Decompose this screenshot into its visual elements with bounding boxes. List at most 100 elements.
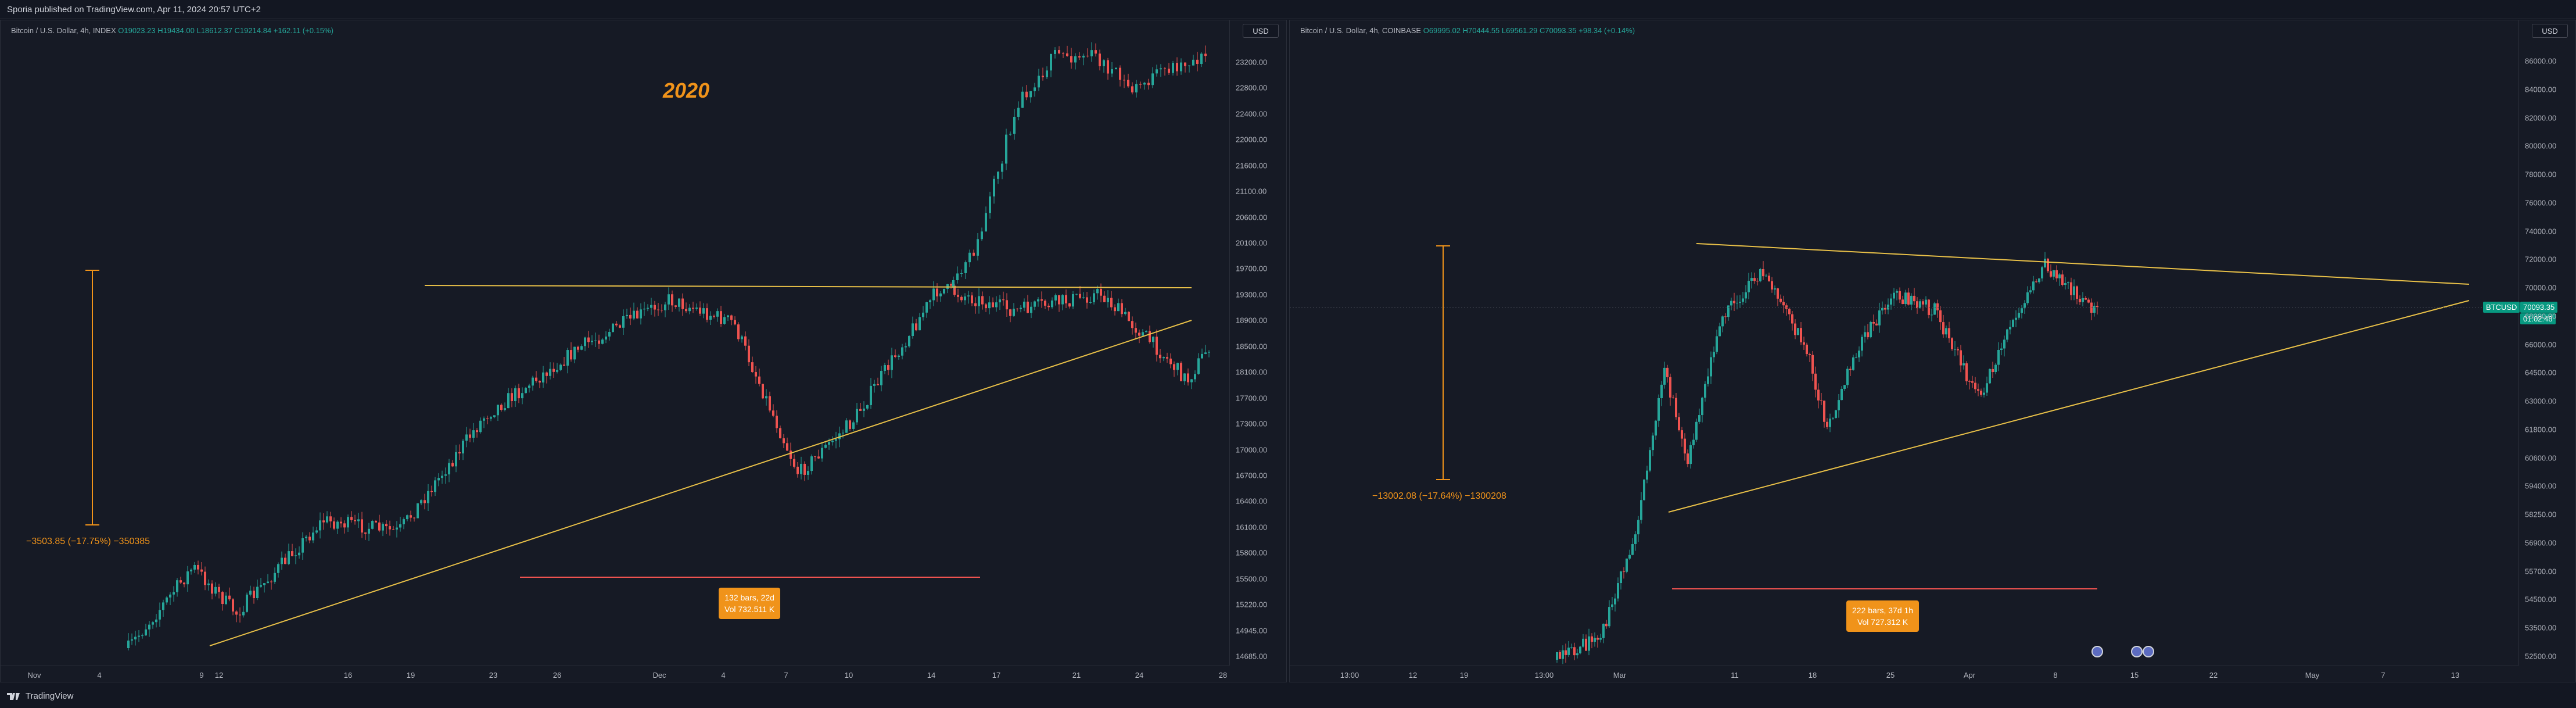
candle (1086, 48, 1089, 58)
candle (1922, 299, 1924, 312)
candle (573, 346, 576, 363)
resistance-trendline[interactable] (1696, 243, 2470, 285)
candle (1065, 289, 1067, 308)
price-measure-label[interactable]: −13002.08 (−17.64%) −1300208 (1372, 491, 1506, 501)
candle (308, 532, 311, 543)
candle (1072, 291, 1074, 309)
candle (1782, 295, 1785, 313)
candle (1188, 65, 1190, 73)
candle (225, 592, 227, 606)
candle (1753, 273, 1756, 284)
candle (1716, 330, 1718, 355)
candle (1172, 60, 1174, 76)
candle (1957, 346, 1959, 356)
time-tick-label: May (2305, 671, 2320, 680)
candle (626, 309, 628, 319)
ohlc-high: H70444.55 (1462, 26, 1500, 35)
time-tick-label: Dec (652, 671, 666, 680)
candle (612, 323, 614, 333)
time-tick-label: Mar (1613, 671, 1627, 680)
candle (800, 456, 802, 480)
candle (803, 461, 806, 481)
candle (1156, 65, 1158, 77)
candle (856, 402, 858, 425)
price-axis-right[interactable]: USD BTCUSD 70093.35 01:02:48 86000.00 840… (2483, 20, 2575, 666)
time-axis-right[interactable]: 13:00 12 19 13:00 Mar 11 18 25 Apr 8 15 22 May 7 13 (1290, 666, 2518, 682)
currency-button[interactable]: USD (2532, 24, 2568, 38)
candle (1637, 516, 1639, 542)
resistance-trendline[interactable] (424, 285, 1192, 288)
candle (385, 520, 388, 535)
candle (162, 599, 164, 617)
price-tick-label: 14945.00 (1236, 626, 1268, 635)
candle (413, 517, 415, 522)
ohlc-close: C19214.84 (234, 26, 272, 35)
candle (1980, 388, 1982, 397)
last-price-label: 70093.35 (2520, 302, 2558, 313)
candle (2076, 285, 2078, 305)
candle (166, 596, 168, 605)
candle (598, 334, 600, 349)
support-trendline[interactable] (209, 320, 1192, 646)
candle (1777, 287, 1779, 306)
candle (476, 428, 478, 438)
candle (403, 517, 405, 530)
price-axis-left[interactable]: USD 23200.00 22800.00 22400.00 22000.00 2160… (1229, 20, 1286, 666)
candle-plot-left[interactable] (1, 20, 1229, 666)
candle (1765, 273, 1767, 277)
candle (842, 429, 844, 439)
candle (521, 387, 523, 405)
candle (633, 302, 635, 320)
chart-panel-left[interactable]: Bitcoin / U.S. Dollar, 4h, INDEX O19023.… (0, 20, 1287, 682)
currency-button[interactable]: USD (1243, 24, 1279, 38)
range-measure-box[interactable]: 222 bars, 37d 1h Vol 727.312 K (1846, 600, 1920, 632)
symbol-price-label: BTCUSD (2483, 302, 2520, 313)
candle (967, 291, 970, 304)
support-trendline[interactable] (1668, 300, 2470, 513)
candle (1620, 570, 1622, 590)
candle (1192, 55, 1194, 66)
candle (1111, 62, 1113, 77)
candle (1623, 567, 1625, 579)
time-tick-label: 18 (1808, 671, 1817, 680)
chart-panel-right[interactable]: Bitcoin / U.S. Dollar, 4h, COINBASE O699… (1289, 20, 2576, 682)
price-tick-label: 78000.00 (2525, 170, 2557, 179)
candle (894, 349, 896, 359)
candle (1013, 303, 1015, 317)
candle (2050, 264, 2052, 278)
price-measure-label[interactable]: −3503.85 (−17.75%) −350385 (26, 537, 150, 546)
event-flag-icon[interactable] (2131, 646, 2143, 657)
candle (580, 344, 583, 351)
candle (214, 582, 217, 597)
candle (1090, 42, 1093, 62)
candle (1916, 297, 1918, 314)
candle (1127, 73, 1129, 88)
year-annotation[interactable]: 2020 (663, 78, 710, 102)
candle (1588, 628, 1590, 656)
range-measure-box[interactable]: 132 bars, 22d Vol 732.511 K (719, 588, 781, 619)
time-tick-label: Apr (1963, 671, 1976, 680)
symbol-legend: Bitcoin / U.S. Dollar, 4h, INDEX O19023.… (11, 26, 333, 35)
candle (668, 287, 670, 310)
price-tick-label: 15500.00 (1236, 574, 1268, 584)
candle (1054, 47, 1056, 59)
candle (1846, 366, 1849, 388)
candle (1811, 351, 1814, 381)
candle (2018, 307, 2020, 320)
candle (455, 445, 457, 473)
price-tick-label: 58250.00 (2525, 510, 2557, 519)
event-flag-icon[interactable] (2091, 646, 2103, 657)
candle-plot-right[interactable] (1290, 20, 2518, 666)
candle (1829, 413, 1831, 432)
candle (410, 510, 412, 522)
candle (981, 291, 984, 310)
candle (1672, 395, 1674, 399)
candle (1925, 296, 1927, 307)
time-axis-left[interactable]: Nov 4 9 12 16 19 23 26 Dec 4 7 10 14 17 21 24 28 (1, 666, 1229, 682)
candle (779, 425, 781, 439)
candle (786, 437, 788, 451)
candle (232, 598, 234, 616)
symbol-title: Bitcoin / U.S. Dollar, 4h, COINBASE (1300, 26, 1422, 35)
price-tick-label: 18500.00 (1236, 342, 1268, 351)
event-flag-icon[interactable] (2143, 646, 2154, 657)
